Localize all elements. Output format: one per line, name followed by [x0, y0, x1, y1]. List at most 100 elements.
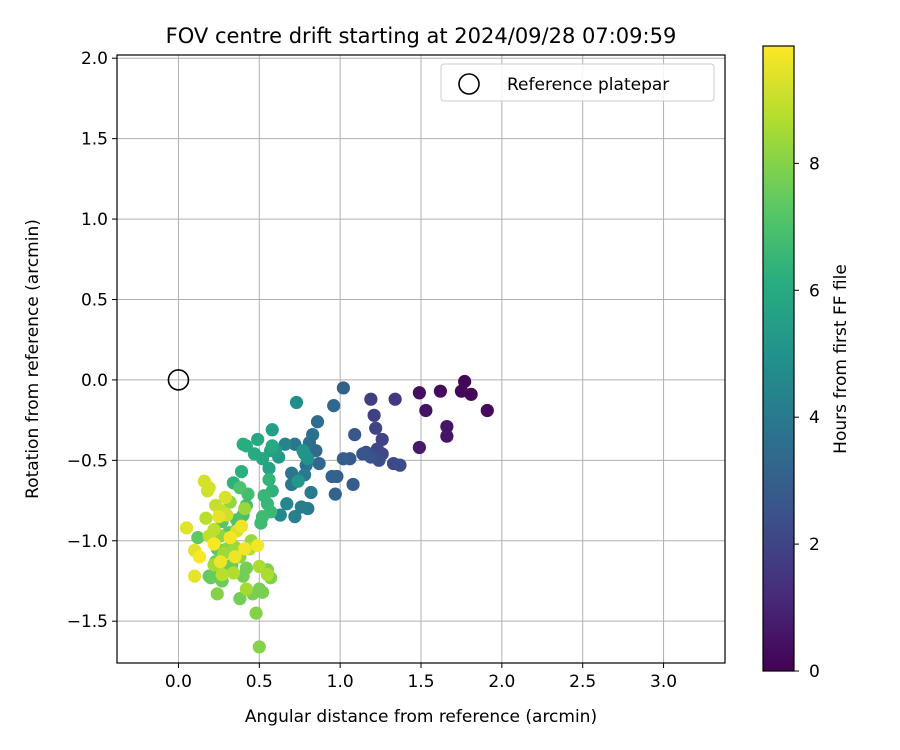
data-points — [179, 374, 494, 654]
y-tick-label: −0.5 — [67, 451, 108, 471]
data-point — [412, 386, 426, 400]
data-point — [348, 427, 362, 442]
data-point — [207, 522, 221, 537]
y-axis-ticks: −1.5 −1.0 −0.5 0.0 0.5 1.0 1.5 2.0 — [67, 49, 117, 632]
y-tick-label: 2.0 — [81, 49, 108, 69]
data-point — [251, 538, 265, 553]
data-point — [249, 606, 263, 620]
data-point — [291, 474, 305, 488]
data-point — [356, 447, 370, 461]
data-point — [265, 439, 279, 453]
data-point — [367, 408, 381, 422]
legend-entry-reference-platepar: Reference platepar — [507, 75, 669, 95]
data-point — [204, 571, 218, 585]
colorbar-tick-label: 8 — [809, 154, 820, 174]
data-point — [388, 392, 402, 406]
data-point — [262, 473, 276, 487]
data-point — [336, 452, 350, 466]
colorbar-gradient — [762, 45, 795, 672]
data-point — [304, 485, 318, 500]
data-point — [188, 569, 202, 583]
data-point — [440, 429, 454, 443]
data-point — [262, 461, 276, 475]
data-point — [239, 582, 253, 596]
data-point — [218, 490, 232, 504]
data-point — [251, 432, 265, 447]
data-point — [336, 381, 350, 395]
data-point — [312, 456, 326, 471]
colorbar-tick-label: 4 — [809, 408, 820, 428]
colorbar-tick-label: 6 — [809, 281, 820, 301]
data-point — [209, 498, 223, 512]
data-point — [480, 403, 494, 418]
data-point — [252, 559, 266, 574]
data-point — [233, 481, 247, 495]
data-point — [265, 423, 279, 437]
data-point — [215, 567, 229, 582]
data-point — [191, 530, 205, 545]
colorbar-label: Hours from first FF file — [831, 264, 851, 454]
data-point — [288, 510, 302, 524]
data-point — [294, 500, 308, 514]
reference-platepar-marker — [167, 369, 190, 391]
data-point — [233, 592, 247, 606]
data-point — [238, 501, 252, 516]
data-point — [223, 530, 237, 545]
data-point — [226, 566, 241, 580]
x-tick-label: 0.0 — [165, 672, 192, 692]
data-point — [252, 640, 266, 654]
data-point — [255, 585, 270, 599]
x-tick-label: 2.0 — [488, 672, 515, 692]
x-tick-label: 0.5 — [246, 672, 273, 692]
x-tick-label: 1.0 — [327, 672, 354, 692]
colorbar-tick-label: 2 — [809, 535, 820, 555]
colorbar-ticks: 0 2 4 6 8 — [794, 154, 820, 682]
data-point — [325, 469, 339, 484]
legend-box — [440, 63, 715, 102]
data-point — [327, 399, 341, 413]
data-point — [310, 415, 325, 429]
data-point — [212, 510, 226, 524]
data-point — [254, 516, 268, 530]
data-point — [210, 587, 224, 601]
data-point — [412, 440, 426, 455]
data-point — [192, 550, 207, 564]
data-point — [346, 477, 360, 492]
data-point — [179, 521, 194, 535]
data-point — [393, 458, 407, 472]
y-tick-label: −1.5 — [67, 612, 108, 632]
colorbar: 0 2 4 6 8 Hours from first FF file — [762, 45, 851, 682]
chart-title: FOV centre drift starting at 2024/09/28 … — [166, 24, 677, 48]
data-point — [199, 511, 213, 525]
y-tick-label: −1.0 — [67, 532, 108, 552]
colorbar-tick-label: 0 — [809, 662, 820, 682]
data-point — [364, 392, 378, 406]
y-tick-label: 0.0 — [81, 371, 108, 391]
data-point — [464, 387, 478, 401]
legend: Reference platepar — [440, 63, 715, 102]
data-point — [234, 464, 249, 479]
x-axis-label: Angular distance from reference (arcmin) — [245, 707, 597, 727]
grid-lines — [117, 55, 725, 663]
data-point — [369, 421, 383, 435]
data-point — [328, 487, 342, 501]
x-tick-label: 1.5 — [407, 672, 434, 692]
data-point — [238, 542, 252, 556]
data-point — [228, 550, 242, 564]
x-tick-label: 2.5 — [569, 672, 596, 692]
y-tick-label: 0.5 — [81, 290, 108, 310]
data-point — [289, 395, 304, 410]
y-tick-label: 1.5 — [81, 130, 108, 150]
data-point — [247, 447, 262, 461]
legend-marker-icon — [458, 73, 480, 95]
data-point — [419, 403, 433, 418]
y-axis-label: Rotation from reference (arcmin) — [23, 219, 43, 499]
data-point — [260, 567, 274, 582]
data-point — [296, 444, 310, 458]
data-point — [433, 384, 448, 398]
data-point — [280, 497, 294, 511]
data-point — [207, 537, 221, 551]
data-point — [234, 519, 249, 533]
data-point — [202, 481, 216, 495]
